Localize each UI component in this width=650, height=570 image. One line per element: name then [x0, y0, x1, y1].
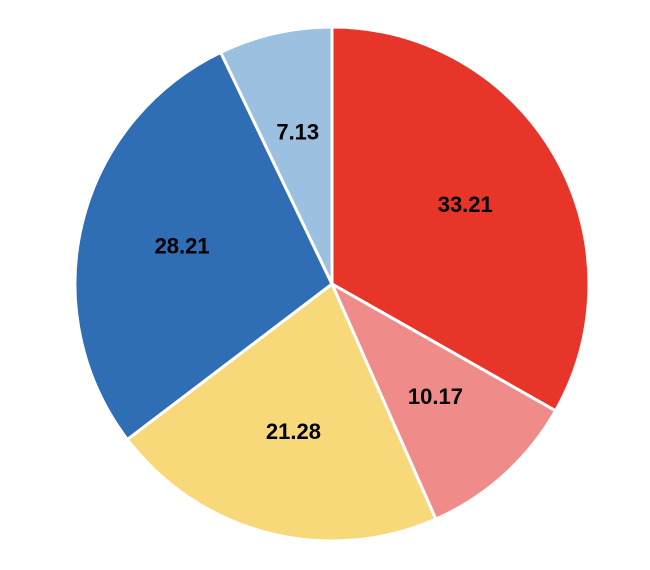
pie-slice [330, 282, 558, 521]
pie-slice [125, 282, 438, 543]
data-label: 21.28 [266, 419, 321, 444]
pie-slice [330, 25, 591, 413]
pie-slice [219, 25, 334, 286]
pie-slice [73, 50, 334, 441]
data-label: 10.17 [408, 384, 463, 409]
data-label: 7.13 [276, 119, 319, 144]
data-label: 28.21 [155, 234, 210, 259]
data-label: 33.21 [438, 192, 493, 217]
